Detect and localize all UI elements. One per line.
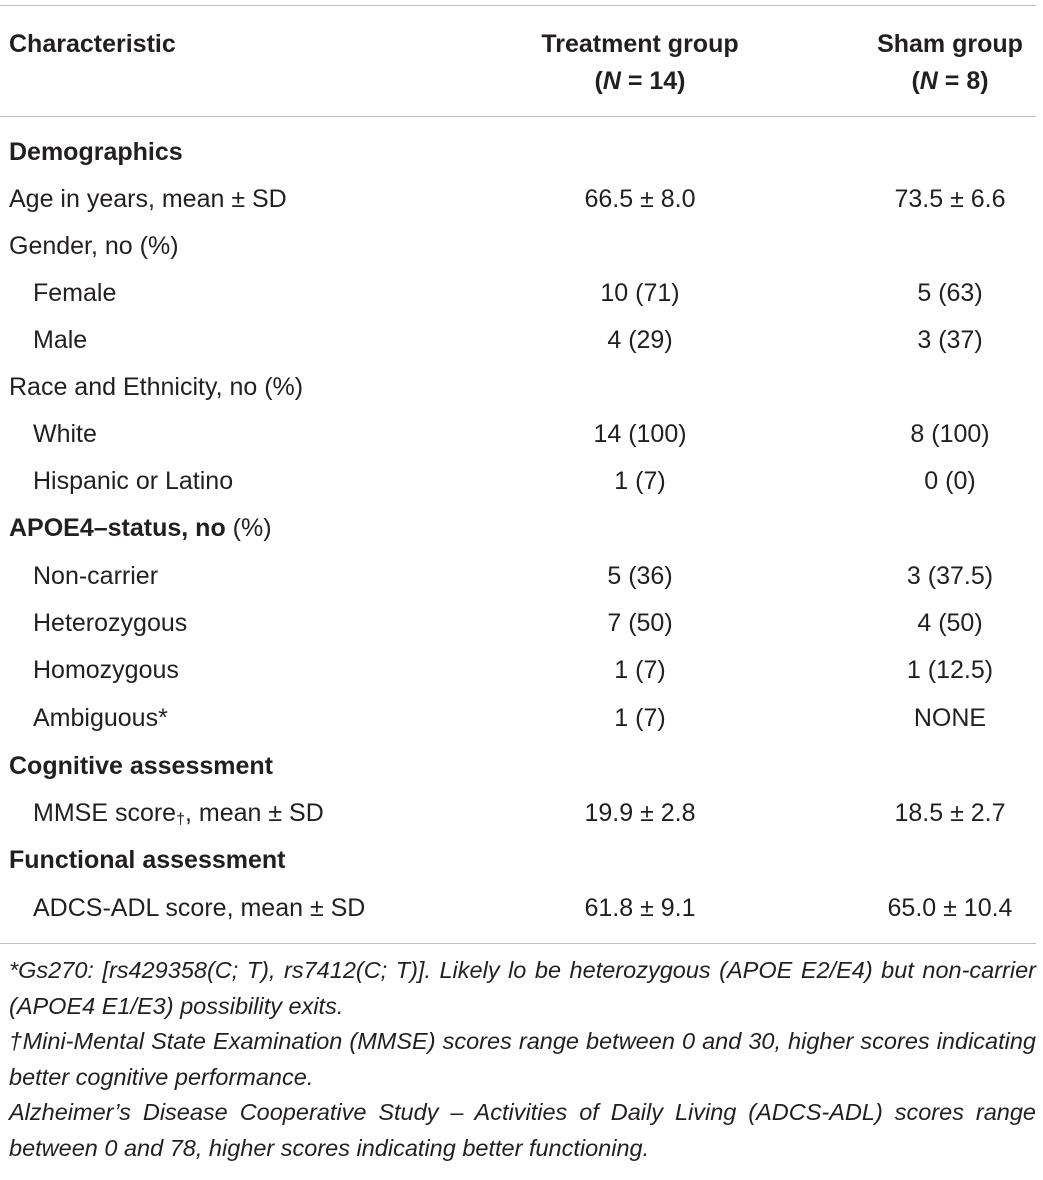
treatment-value: 1 (7) xyxy=(614,704,666,732)
treatment-value: 1 (7) xyxy=(614,656,666,684)
row-label: Female xyxy=(33,279,117,307)
row-label: Non-carrier xyxy=(33,562,159,590)
table-row-age: Age in years, mean ± SD 66.5 ± 8.0 73.5 … xyxy=(0,176,1036,223)
treatment-value: 5 (36) xyxy=(607,562,673,590)
treatment-value: 7 (50) xyxy=(607,609,673,637)
header-sham-title: Sham group xyxy=(877,30,1023,58)
row-label: Functional assessment xyxy=(9,846,286,874)
header-treatment-title: Treatment group xyxy=(541,30,739,58)
treatment-value: 1 (7) xyxy=(614,467,666,495)
row-label: Gender, no (%) xyxy=(9,232,179,260)
header-treatment-n: (N = 14) xyxy=(594,67,686,95)
sham-value: NONE xyxy=(913,704,987,732)
header-characteristic: Characteristic xyxy=(9,30,176,58)
treatment-value: 19.9 ± 2.8 xyxy=(584,799,696,827)
sham-value: 73.5 ± 6.6 xyxy=(894,185,1006,213)
treatment-value: 10 (71) xyxy=(600,279,680,307)
table-bottom-rule xyxy=(0,943,1036,944)
table-row-non-carrier: Non-carrier 5 (36) 3 (37.5) xyxy=(0,553,1036,600)
row-label: Heterozygous xyxy=(33,609,188,637)
row-label: Cognitive assessment xyxy=(9,752,273,780)
header-sham-group: Sham group (N = 8) xyxy=(855,26,1043,100)
row-label: Race and Ethnicity, no (%) xyxy=(9,373,304,401)
row-label: White xyxy=(33,420,97,448)
row-label: APOE4–status, no (%) xyxy=(9,514,272,542)
row-label: Ambiguous* xyxy=(33,704,168,732)
row-label: Demographics xyxy=(9,138,183,166)
sham-value: 0 (0) xyxy=(924,467,976,495)
row-label: Hispanic or Latino xyxy=(33,467,234,495)
header-sham-n: (N = 8) xyxy=(911,67,989,95)
sham-value: 5 (63) xyxy=(917,279,983,307)
row-label: MMSE score†, mean ± SD xyxy=(33,799,324,828)
table-row-mmse: MMSE score†, mean ± SD 19.9 ± 2.8 18.5 ±… xyxy=(0,790,1036,837)
row-label: Homozygous xyxy=(33,656,179,684)
section-row-demographics: Demographics xyxy=(0,129,1036,176)
section-row-functional-assessment: Functional assessment xyxy=(0,837,1036,884)
footnote-ambiguous: *Gs270: [rs429358(C; T), rs7412(C; T)]. … xyxy=(9,957,1036,1019)
sham-value: 18.5 ± 2.7 xyxy=(894,799,1006,827)
table-row-ambiguous: Ambiguous* 1 (7) NONE xyxy=(0,695,1036,742)
section-row-apoe4-status: APOE4–status, no (%) xyxy=(0,505,1036,552)
treatment-value: 66.5 ± 8.0 xyxy=(584,185,696,213)
table-row-heterozygous: Heterozygous 7 (50) 4 (50) xyxy=(0,600,1036,647)
row-label: ADCS-ADL score, mean ± SD xyxy=(33,894,366,922)
row-label: Age in years, mean ± SD xyxy=(9,185,287,213)
footnote-adcs-adl: Alzheimer’s Disease Cooperative Study – … xyxy=(9,1099,1036,1161)
treatment-value: 61.8 ± 9.1 xyxy=(584,894,696,922)
treatment-value: 14 (100) xyxy=(593,420,687,448)
section-row-cognitive-assessment: Cognitive assessment xyxy=(0,743,1036,790)
row-label: Male xyxy=(33,326,88,354)
table-row-female: Female 10 (71) 5 (63) xyxy=(0,270,1036,317)
sham-value: 1 (12.5) xyxy=(906,656,994,684)
table-row-male: Male 4 (29) 3 (37) xyxy=(0,317,1036,364)
sham-value: 8 (100) xyxy=(910,420,990,448)
treatment-value: 4 (29) xyxy=(607,326,673,354)
footnote-mmse: †Mini-Mental State Examination (MMSE) sc… xyxy=(9,1028,1036,1090)
table-row-gender: Gender, no (%) xyxy=(0,223,1036,270)
header-treatment-group: Treatment group (N = 14) xyxy=(520,26,760,100)
sham-value: 65.0 ± 10.4 xyxy=(887,894,1013,922)
table-top-rule xyxy=(0,5,1036,6)
table-row-homozygous: Homozygous 1 (7) 1 (12.5) xyxy=(0,647,1036,694)
sham-value: 3 (37) xyxy=(917,326,983,354)
table-footnotes: *Gs270: [rs429358(C; T), rs7412(C; T)]. … xyxy=(9,953,1036,1166)
sham-value: 4 (50) xyxy=(917,609,983,637)
header-bottom-rule xyxy=(0,116,1036,117)
dagger-mark: † xyxy=(176,811,185,828)
sham-value: 3 (37.5) xyxy=(906,562,994,590)
table-row-white: White 14 (100) 8 (100) xyxy=(0,411,1036,458)
table-row-adcs-adl: ADCS-ADL score, mean ± SD 61.8 ± 9.1 65.… xyxy=(0,885,1036,932)
table-row-race-ethnicity: Race and Ethnicity, no (%) xyxy=(0,364,1036,411)
table-row-hispanic-latino: Hispanic or Latino 1 (7) 0 (0) xyxy=(0,458,1036,505)
